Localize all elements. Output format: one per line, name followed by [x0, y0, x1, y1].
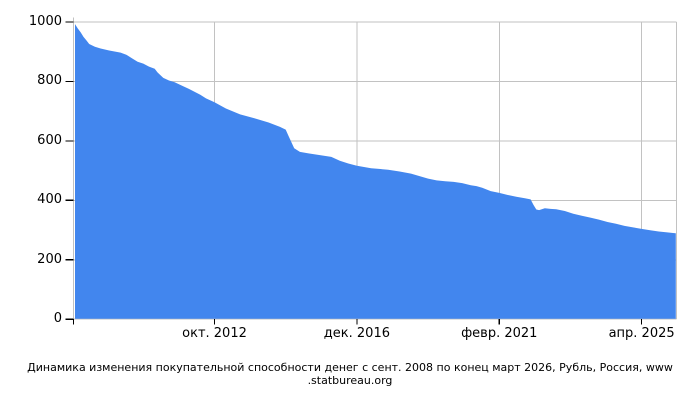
y-tick-label: 800: [37, 73, 62, 89]
y-tick-label: 0: [53, 311, 62, 327]
x-tick-label: февр. 2021: [461, 326, 538, 341]
x-tick-label: апр. 2025: [608, 326, 675, 341]
y-tick-label: 600: [37, 132, 62, 148]
area-series: [75, 24, 676, 319]
x-tick-label: окт. 2012: [182, 326, 247, 341]
chart-title: Динамика изменения покупательной способн…: [0, 361, 700, 387]
chart-title-line1: Динамика изменения покупательной способн…: [27, 361, 673, 374]
y-tick-label: 1000: [28, 14, 62, 29]
chart-title-line2: .statbureau.org: [307, 373, 393, 387]
x-tick-label: дек. 2016: [323, 326, 390, 341]
y-tick-label: 200: [37, 251, 62, 267]
y-tick-label: 400: [37, 192, 62, 208]
